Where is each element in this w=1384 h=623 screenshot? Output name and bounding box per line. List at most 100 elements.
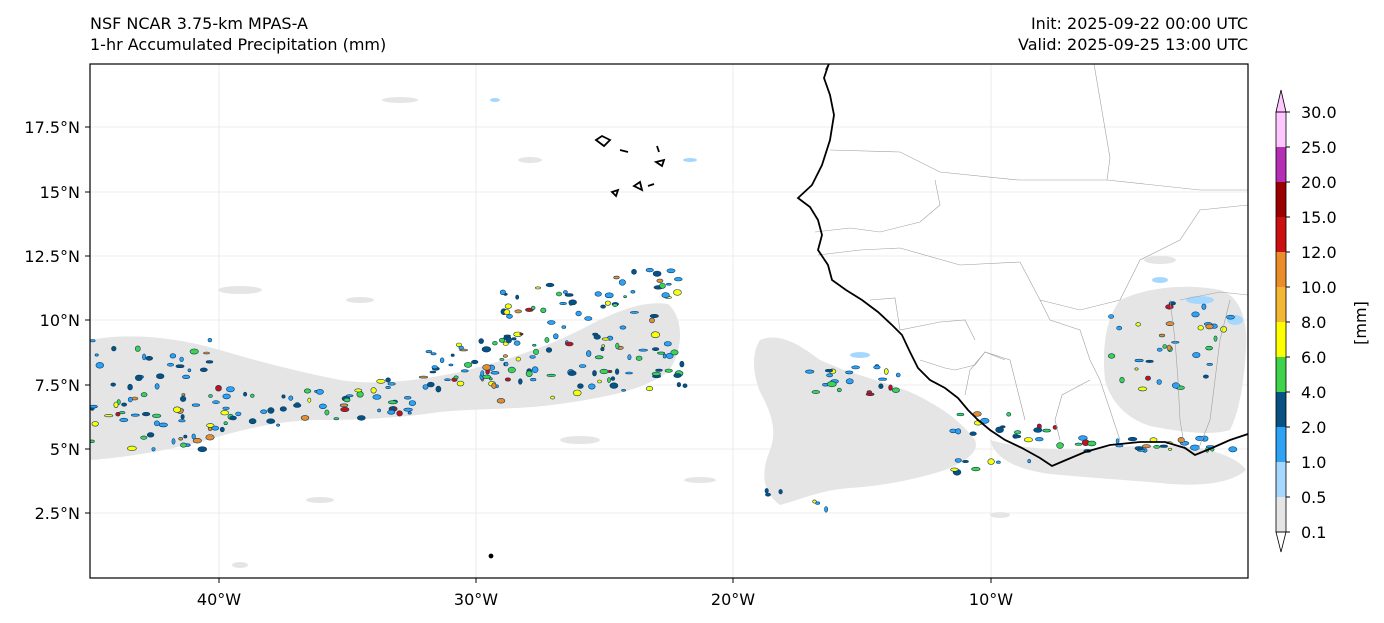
init-time: Init: 2025-09-22 00:00 UTC — [1030, 14, 1248, 33]
convective-cell — [518, 378, 523, 385]
precip-patch — [990, 512, 1010, 518]
lat-tick-label: 12.5°N — [24, 247, 80, 266]
convective-cell — [178, 419, 186, 423]
convective-cell — [651, 371, 661, 376]
convective-cell — [1226, 314, 1235, 320]
convective-cell — [555, 291, 562, 297]
convective-cell — [955, 428, 962, 435]
convective-cell — [431, 365, 438, 370]
convective-cell — [530, 378, 537, 382]
convective-cell — [430, 352, 437, 356]
convective-cell — [504, 361, 509, 367]
convective-cell — [604, 292, 614, 299]
convective-cell — [873, 365, 881, 370]
colorbar-level-label: 15.0 — [1301, 208, 1337, 227]
convective-cell — [205, 360, 214, 364]
convective-cell — [1197, 325, 1204, 331]
convective-cell — [866, 390, 872, 395]
convective-cell — [601, 337, 610, 341]
convective-cell — [623, 295, 627, 299]
convective-cell — [572, 389, 582, 397]
convective-cell — [90, 439, 95, 443]
convective-cell — [307, 397, 312, 403]
convective-cell — [1042, 428, 1051, 433]
field-name-title: 1-hr Accumulated Precipitation (mm) — [90, 35, 387, 54]
convective-cell — [544, 337, 550, 343]
convective-cell — [205, 434, 215, 441]
convective-cell — [604, 300, 611, 306]
convective-cell — [158, 422, 168, 428]
colorbar-segment — [1276, 182, 1286, 217]
lat-tick-label: 2.5°N — [35, 504, 80, 523]
convective-cell — [212, 400, 220, 405]
convective-cell — [1134, 446, 1144, 451]
convective-cell — [962, 459, 969, 463]
convective-cell — [568, 370, 577, 376]
colorbar-level-label: 20.0 — [1301, 173, 1337, 192]
convective-cell — [563, 290, 568, 294]
convective-cell — [1206, 362, 1213, 366]
convective-cell — [145, 355, 153, 361]
convective-cell — [435, 385, 442, 393]
convective-cell — [499, 289, 506, 295]
border-line — [1054, 379, 1091, 441]
colorbar-over-extension — [1275, 89, 1287, 113]
convective-cell — [288, 395, 294, 401]
convective-cell — [662, 353, 667, 359]
convective-cell — [621, 388, 626, 392]
convective-cell — [600, 347, 605, 352]
convective-cell — [1201, 303, 1207, 310]
convective-cell — [426, 381, 435, 388]
colorbar-segment — [1276, 392, 1286, 427]
convective-cell — [515, 294, 520, 300]
convective-cell — [130, 413, 140, 417]
lat-tick-label: 10°N — [40, 311, 80, 330]
convective-cell — [1052, 425, 1058, 430]
precip-patch — [306, 497, 334, 503]
convective-cell — [248, 418, 257, 425]
convective-cell — [540, 307, 547, 313]
convective-cell — [181, 393, 186, 397]
convective-cell — [607, 377, 611, 383]
convective-cell — [638, 348, 648, 352]
colorbar-level-label: 8.0 — [1301, 313, 1326, 332]
saint-paul-rocks — [488, 553, 494, 559]
convective-cell — [222, 393, 231, 400]
convective-cell — [613, 275, 620, 280]
convective-cell — [189, 348, 199, 355]
lon-tick-label: 30°W — [454, 590, 498, 609]
convective-cell — [281, 394, 286, 399]
convective-cell — [1205, 323, 1214, 330]
convective-cell — [425, 350, 433, 354]
convective-cell — [666, 268, 676, 274]
convective-cell — [614, 368, 620, 375]
convective-cell — [91, 421, 99, 427]
convective-cell — [478, 338, 484, 344]
convective-cell — [826, 381, 837, 388]
convective-cell — [167, 362, 175, 367]
convective-cell — [203, 351, 210, 355]
convective-cell — [503, 309, 511, 315]
convective-cell — [506, 313, 513, 319]
convective-cell — [593, 334, 601, 340]
precip-patch — [382, 97, 418, 103]
convective-cell — [673, 289, 682, 296]
convective-cell — [682, 383, 688, 388]
valid-time: Valid: 2025-09-25 13:00 UTC — [1017, 35, 1248, 54]
convective-cell — [1203, 374, 1209, 379]
convective-cell — [403, 407, 413, 412]
convective-cell — [223, 421, 228, 426]
convective-cell — [110, 382, 116, 387]
convective-cell — [956, 412, 965, 417]
convective-cell — [547, 320, 556, 325]
convective-cell — [665, 282, 672, 286]
precip-patch — [518, 157, 542, 163]
precip-patch — [218, 286, 262, 294]
convective-cell — [260, 409, 268, 414]
convective-cell — [303, 388, 312, 394]
colorbar-segment — [1276, 217, 1286, 252]
convective-cell — [610, 376, 616, 381]
convective-cell — [324, 409, 330, 416]
convective-cell — [179, 356, 184, 362]
convective-cell — [1033, 427, 1043, 433]
